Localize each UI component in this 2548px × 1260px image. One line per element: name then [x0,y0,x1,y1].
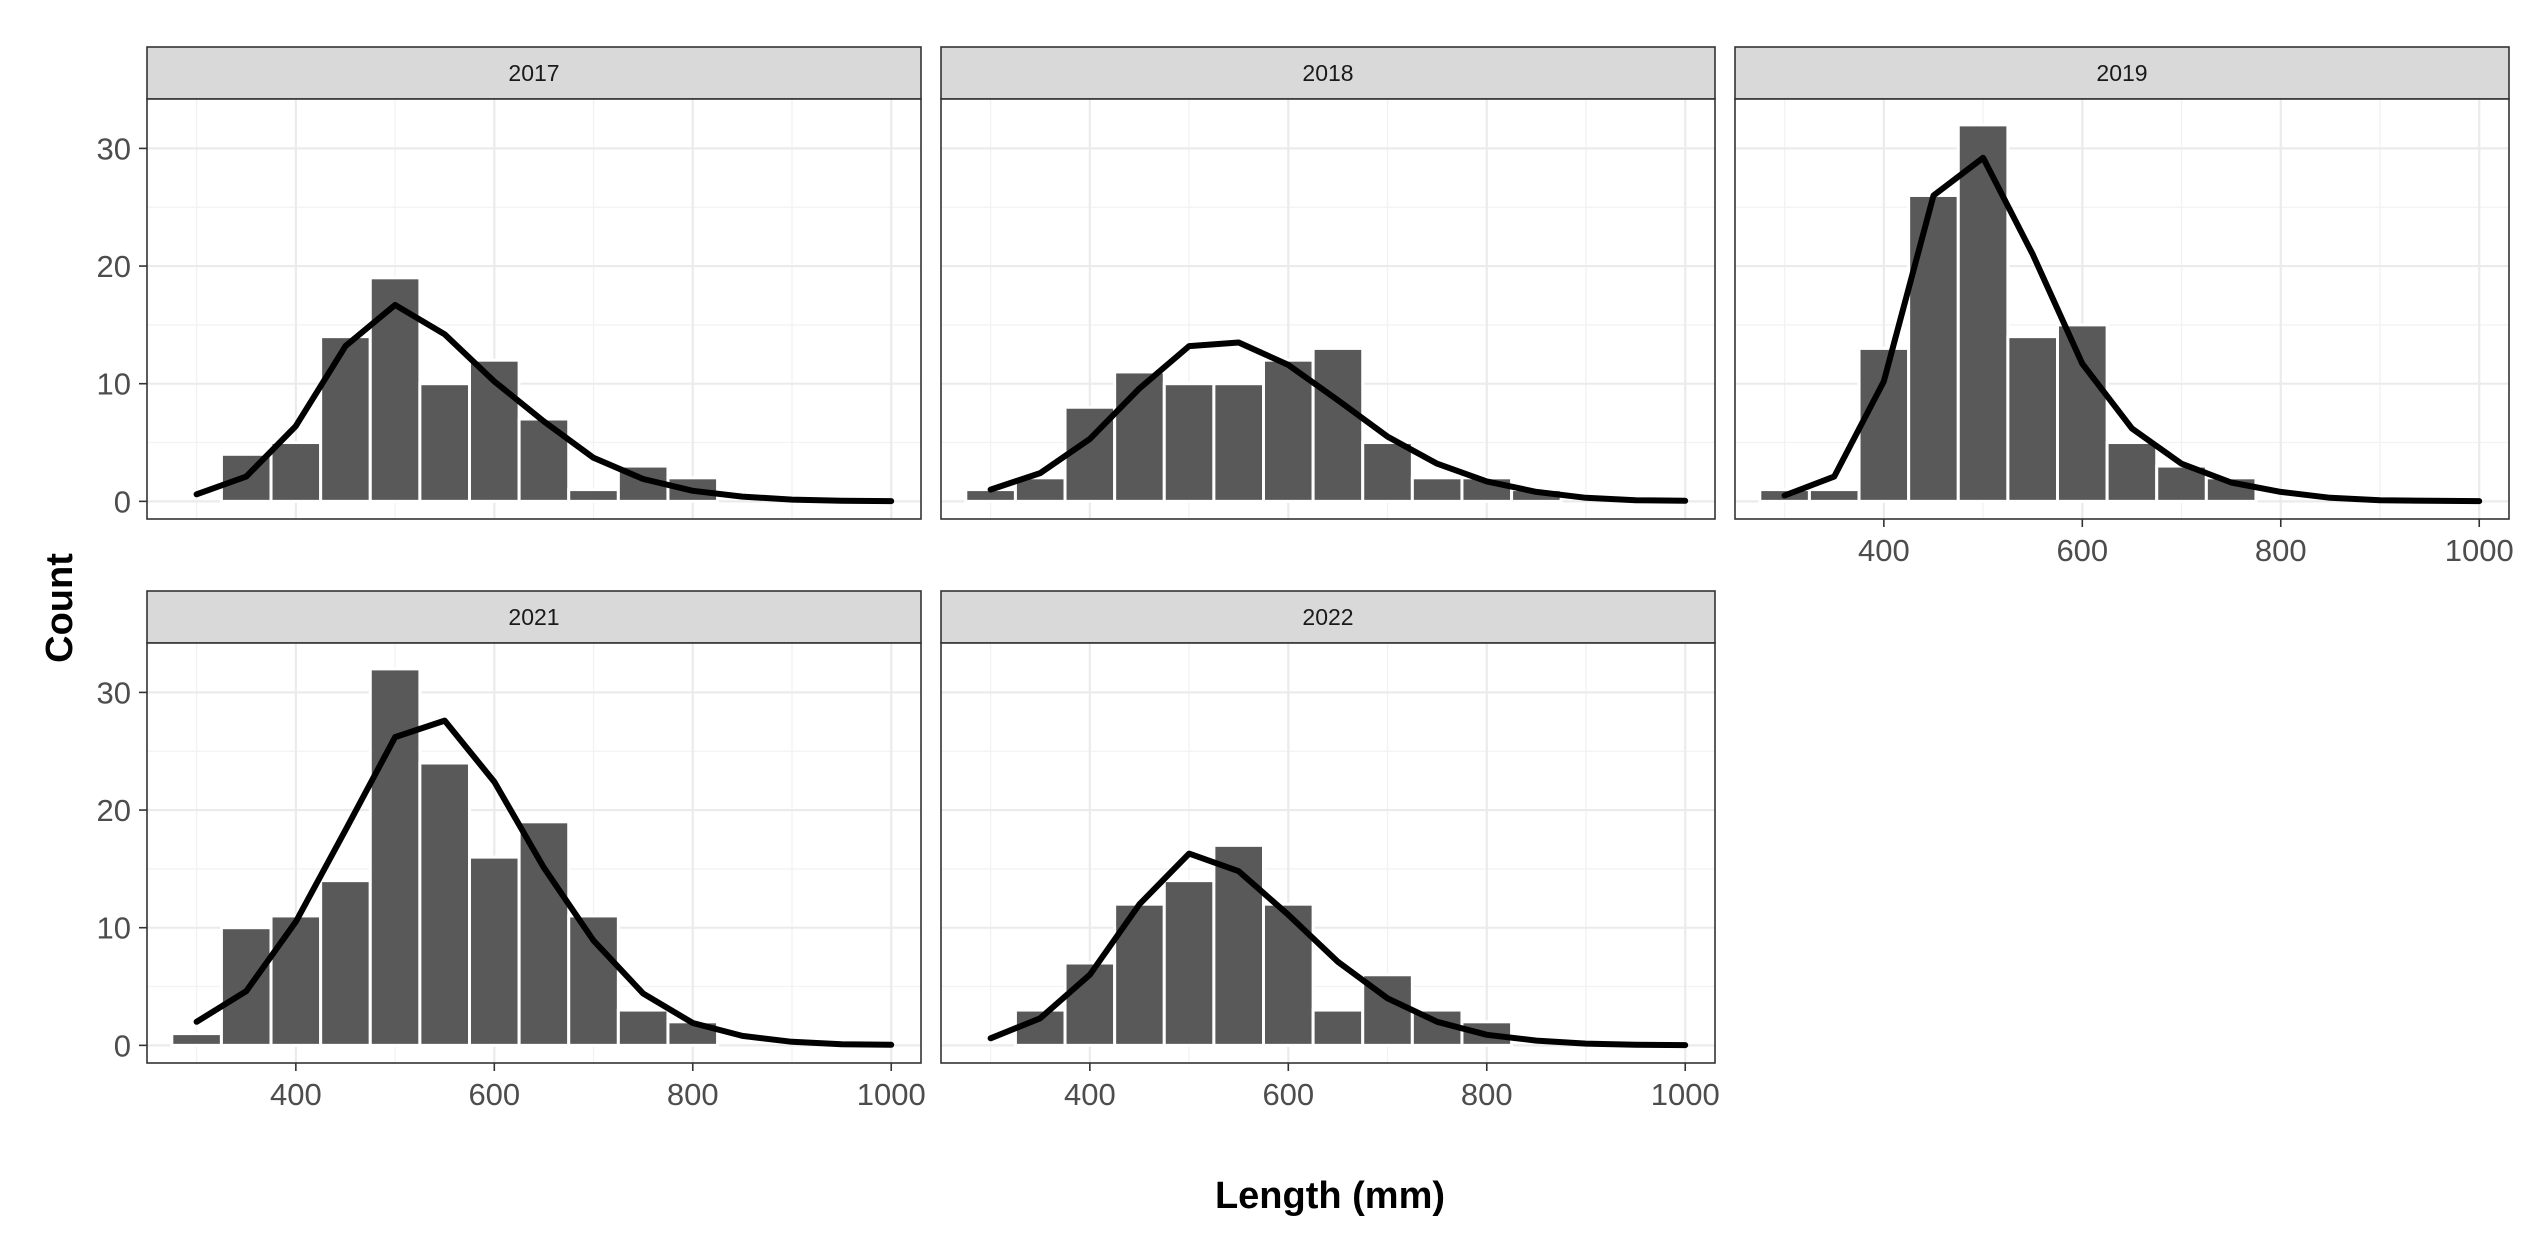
facet-strip-label: 2022 [1302,604,1353,630]
density-curve [1781,154,2483,505]
y-tick-label: 30 [97,131,131,166]
histogram-bar [269,914,323,1047]
x-tick-label: 800 [1461,1077,1513,1112]
density-curve [193,301,895,505]
density-curve [193,717,895,1048]
facet-strip-label: 2017 [508,60,559,86]
histogram-bar [319,879,372,1047]
x-tick-label: 400 [1064,1077,1116,1112]
histogram-bar [2056,323,2109,503]
y-tick-label: 0 [114,484,131,519]
histogram-bar [418,382,471,503]
facet-panel-2019: 2019 [1734,46,2510,520]
x-tick-label: 400 [270,1077,322,1112]
histogram-bar [517,820,571,1047]
histogram-bar [1212,382,1266,503]
panel-border [146,642,922,1064]
histogram-bar [1311,1008,1365,1047]
y-tick-label: 20 [97,793,131,828]
y-tick-label: 20 [97,249,131,284]
histogram-bar [368,276,422,503]
histogram-bar [418,761,471,1047]
histogram-bar [1162,382,1216,503]
facet-strip [146,46,922,100]
histogram-bar [1807,488,1861,503]
y-tick-label: 10 [97,367,131,402]
x-axis-title: Length (mm) [1215,1175,1445,1217]
histogram-bar [1907,193,1960,503]
x-tick-label: 600 [2056,533,2108,568]
x-tick-label: 400 [1858,533,1910,568]
panel-border [940,98,1716,520]
histogram-bar [1410,476,1464,503]
x-tick-label: 600 [468,1077,520,1112]
histogram-bar [1262,358,1315,503]
facet-strip-label: 2019 [2096,60,2147,86]
histogram-bar [269,441,323,503]
histogram-bar [1113,370,1166,503]
y-tick-label: 10 [97,911,131,946]
density-curve [987,850,1689,1049]
facet-panel-2018: 2018 [940,46,1716,520]
y-axis-tick-labels: 0 10 20 30 0 10 20 30 [97,131,147,1063]
facet-panel-2017: 2017 [146,46,922,520]
x-tick-label: 1000 [1651,1077,1720,1112]
histogram-bar [1162,879,1216,1047]
facet-strip [940,46,1716,100]
histogram-bar [1212,843,1266,1047]
histogram-bar [1311,346,1365,503]
histogram-bar [468,855,521,1047]
facet-panel-2022: 2022 [940,590,1716,1064]
facet-strip [940,590,1716,644]
y-tick-label: 30 [97,675,131,710]
histogram-bar [567,488,620,503]
facet-panel-2021: 2021 [146,590,922,1064]
histogram-bar [1361,441,1414,503]
x-tick-label: 800 [667,1077,719,1112]
facet-strip [146,590,922,644]
facet-strip-label: 2021 [508,604,559,630]
histogram-bar [1956,123,2010,503]
density-curve [987,339,1689,504]
panels-layer: 2017 2018 2019 2021 2022 [146,46,2510,1064]
histogram-bar [616,1008,670,1047]
histogram-bar [170,1032,223,1047]
panel-border [940,642,1716,1064]
histogram-bar [319,335,372,503]
histogram-bar [2105,441,2159,503]
x-tick-label: 1000 [2445,533,2514,568]
x-tick-label: 1000 [857,1077,926,1112]
y-tick-label: 0 [114,1028,131,1063]
x-tick-label: 800 [2255,533,2307,568]
y-axis-title: Count [39,553,81,663]
panel-border [1734,98,2510,520]
histogram-bar [2006,335,2060,503]
x-axis-tick-labels: 400 600 800 1000 400 600 800 1000 400 600 800 1000 [270,519,2514,1112]
histogram-bar [368,667,422,1047]
panel-border [146,98,922,520]
x-tick-label: 600 [1262,1077,1314,1112]
facet-strip-label: 2018 [1302,60,1353,86]
histogram-bar [1262,902,1315,1047]
